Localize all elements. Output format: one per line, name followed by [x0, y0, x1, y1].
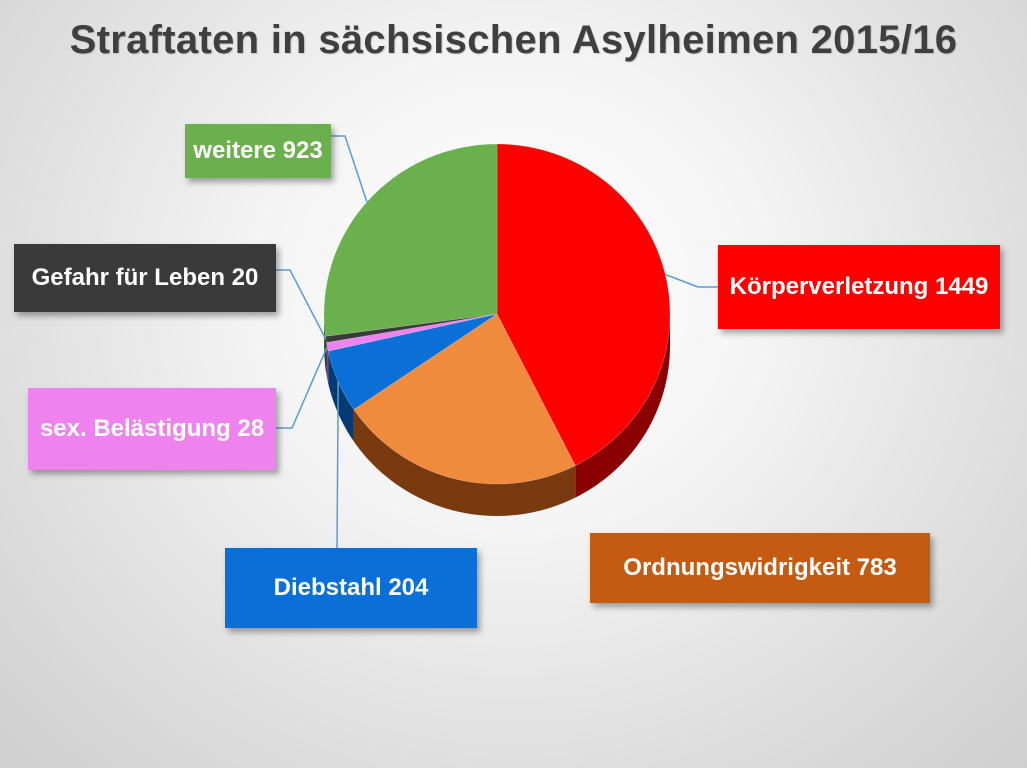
pie-side-diebstahl	[328, 351, 354, 442]
label-sex-belaestigung: sex. Belästigung 28	[28, 388, 276, 470]
label-ordnung-text: Ordnungswidrigkeit 783	[623, 554, 897, 581]
pie-slice-sex-belästigung	[326, 313, 498, 352]
pie-slice-diebstahl	[327, 313, 498, 410]
label-weitere: weitere 923	[185, 124, 331, 178]
label-gefahr-text: Gefahr für Leben 20	[31, 264, 259, 291]
leader-line	[336, 381, 339, 549]
leader-line	[276, 269, 327, 340]
label-sex-text: sex. Belästigung 28	[39, 415, 265, 442]
pie-side-körperverletzung	[575, 314, 670, 498]
chart-title: Straftaten in sächsischen Asylheimen 201…	[69, 18, 958, 62]
label-weitere-text: weitere 923	[193, 137, 323, 164]
label-koerper-text: Körperverletzung 1449	[729, 273, 989, 300]
label-gefahr-fuer-leben: Gefahr für Leben 20	[14, 244, 276, 312]
label-ordnungswidrigkeit: Ordnungswidrigkeit 783	[590, 533, 930, 603]
label-diebstahl: Diebstahl 204	[225, 548, 477, 628]
pie-slices	[323, 143, 671, 485]
pie-side-ordnungswidrigkeit	[353, 409, 576, 516]
label-diebstahl-text: Diebstahl 204	[273, 574, 429, 601]
leader-line	[331, 135, 368, 203]
leader-line	[665, 273, 718, 288]
pie-side-gefahr-für-leben	[325, 336, 327, 375]
leader-line	[276, 346, 328, 429]
label-koerperverletzung: Körperverletzung 1449	[718, 245, 1000, 329]
pie-slice-körperverletzung	[496, 143, 671, 467]
pie-side-walls	[324, 314, 670, 516]
pie-side-sex-belästigung	[326, 342, 329, 384]
pie-slice-ordnungswidrigkeit	[353, 313, 576, 485]
pie-slice-weitere	[323, 143, 498, 337]
leader-lines	[276, 135, 718, 549]
